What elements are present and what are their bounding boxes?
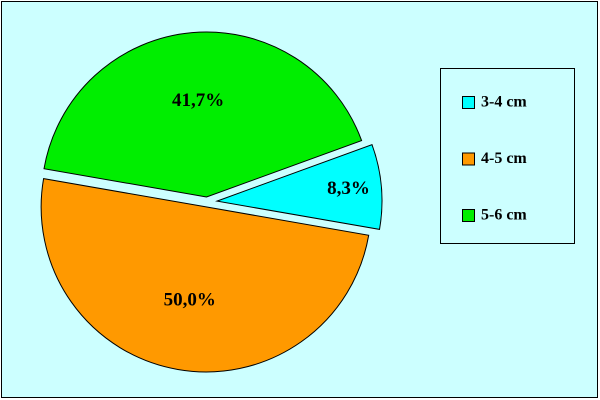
data-label: 8,3% xyxy=(327,178,370,199)
legend-label: 5-6 cm xyxy=(481,207,527,224)
legend-swatch xyxy=(462,96,475,109)
data-label: 41,7% xyxy=(172,90,224,111)
legend-swatch xyxy=(462,209,475,222)
legend-label: 4-5 cm xyxy=(481,150,527,167)
data-label: 50,0% xyxy=(164,290,216,311)
legend-swatch xyxy=(462,152,475,166)
pie-slice xyxy=(43,31,363,198)
pie-slice xyxy=(215,144,383,231)
legend-label: 3-4 cm xyxy=(481,94,527,111)
pie-slice xyxy=(40,178,370,373)
